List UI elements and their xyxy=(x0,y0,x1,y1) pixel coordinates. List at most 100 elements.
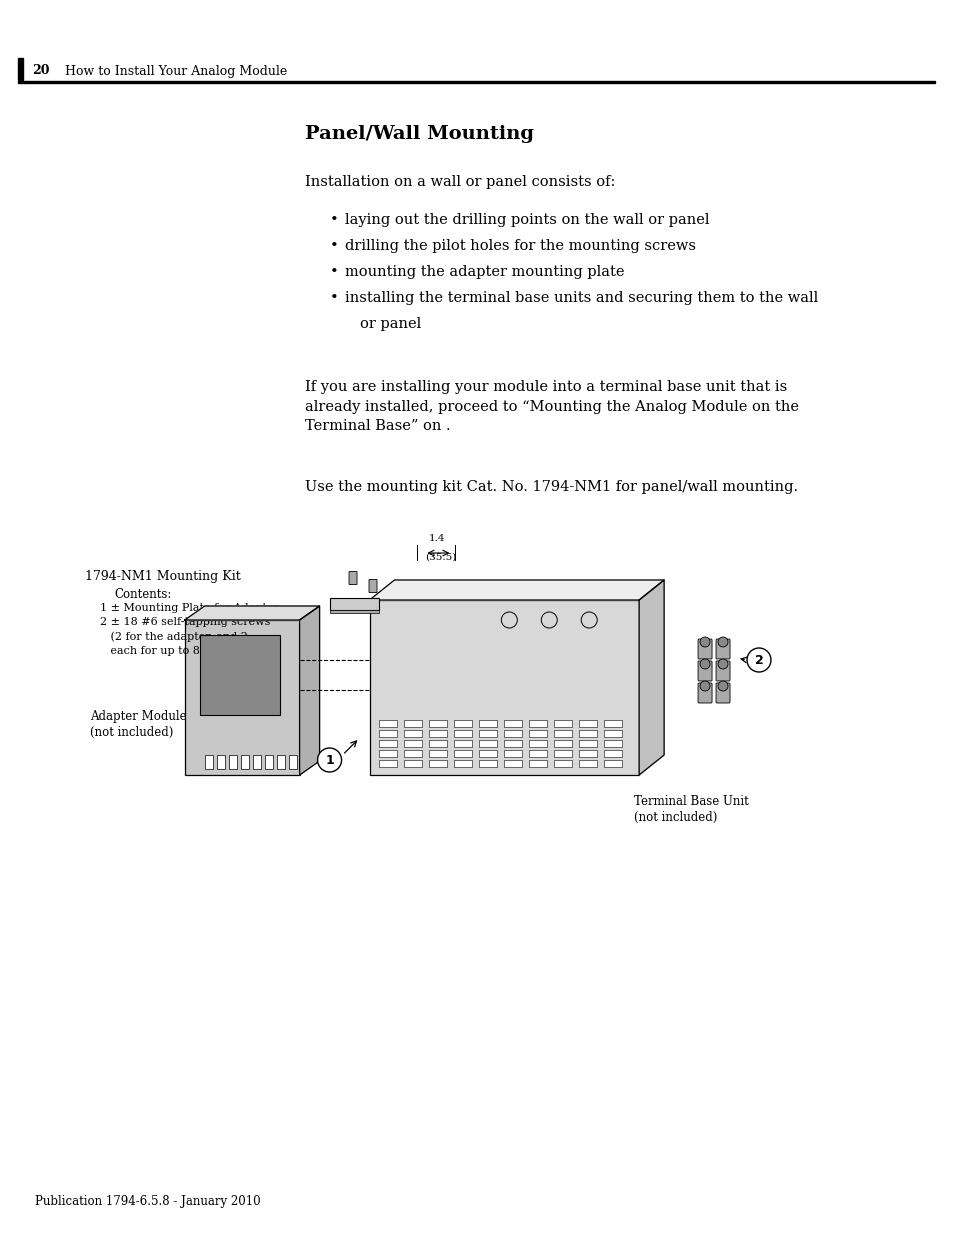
FancyBboxPatch shape xyxy=(578,750,597,757)
Text: •: • xyxy=(329,212,338,227)
FancyBboxPatch shape xyxy=(379,740,397,747)
Text: Panel/Wall Mounting: Panel/Wall Mounting xyxy=(304,125,533,143)
Text: 20: 20 xyxy=(31,64,50,78)
FancyBboxPatch shape xyxy=(603,720,621,727)
FancyBboxPatch shape xyxy=(554,720,572,727)
FancyBboxPatch shape xyxy=(429,740,447,747)
FancyBboxPatch shape xyxy=(264,755,273,769)
FancyBboxPatch shape xyxy=(276,755,284,769)
FancyBboxPatch shape xyxy=(478,750,497,757)
FancyBboxPatch shape xyxy=(229,755,236,769)
Bar xyxy=(18,82,934,83)
Circle shape xyxy=(718,680,727,692)
FancyBboxPatch shape xyxy=(205,755,213,769)
FancyBboxPatch shape xyxy=(578,720,597,727)
FancyBboxPatch shape xyxy=(554,760,572,767)
FancyBboxPatch shape xyxy=(504,740,521,747)
FancyBboxPatch shape xyxy=(379,720,397,727)
FancyBboxPatch shape xyxy=(478,760,497,767)
FancyBboxPatch shape xyxy=(478,730,497,737)
Text: 1: 1 xyxy=(325,753,334,767)
FancyBboxPatch shape xyxy=(529,740,547,747)
FancyBboxPatch shape xyxy=(454,730,472,737)
Text: 2: 2 xyxy=(754,653,762,667)
FancyBboxPatch shape xyxy=(529,750,547,757)
Text: •: • xyxy=(329,266,338,279)
Circle shape xyxy=(746,648,770,672)
FancyBboxPatch shape xyxy=(578,760,597,767)
FancyBboxPatch shape xyxy=(369,579,376,593)
FancyBboxPatch shape xyxy=(554,740,572,747)
Circle shape xyxy=(718,659,727,669)
Circle shape xyxy=(700,637,709,647)
Text: •: • xyxy=(329,240,338,253)
FancyBboxPatch shape xyxy=(578,730,597,737)
FancyBboxPatch shape xyxy=(379,750,397,757)
Polygon shape xyxy=(639,580,663,776)
Text: 1794-NM1 Mounting Kit: 1794-NM1 Mounting Kit xyxy=(85,571,240,583)
FancyBboxPatch shape xyxy=(554,730,572,737)
Text: 2 ± 18 #6 self-tapping screws: 2 ± 18 #6 self-tapping screws xyxy=(100,618,270,627)
FancyBboxPatch shape xyxy=(554,750,572,757)
FancyBboxPatch shape xyxy=(329,598,379,610)
FancyBboxPatch shape xyxy=(698,661,711,680)
Circle shape xyxy=(700,680,709,692)
FancyBboxPatch shape xyxy=(716,661,729,680)
Polygon shape xyxy=(185,606,319,620)
FancyBboxPatch shape xyxy=(603,730,621,737)
FancyBboxPatch shape xyxy=(404,730,422,737)
FancyBboxPatch shape xyxy=(716,638,729,659)
FancyBboxPatch shape xyxy=(454,750,472,757)
Text: Contents:: Contents: xyxy=(114,588,172,601)
FancyBboxPatch shape xyxy=(478,740,497,747)
Text: Publication 1794-6.5.8 - January 2010: Publication 1794-6.5.8 - January 2010 xyxy=(35,1195,260,1208)
FancyBboxPatch shape xyxy=(369,600,639,776)
FancyBboxPatch shape xyxy=(504,730,521,737)
FancyBboxPatch shape xyxy=(529,730,547,737)
Text: or panel: or panel xyxy=(359,317,420,331)
FancyBboxPatch shape xyxy=(404,750,422,757)
FancyBboxPatch shape xyxy=(504,750,521,757)
Text: Installation on a wall or panel consists of:: Installation on a wall or panel consists… xyxy=(304,175,615,189)
Text: each for up to 8 modules): each for up to 8 modules) xyxy=(100,645,254,656)
FancyBboxPatch shape xyxy=(429,720,447,727)
Text: If you are installing your module into a terminal base unit that is
already inst: If you are installing your module into a… xyxy=(304,380,798,433)
FancyBboxPatch shape xyxy=(429,750,447,757)
FancyBboxPatch shape xyxy=(529,760,547,767)
FancyBboxPatch shape xyxy=(603,750,621,757)
Text: How to Install Your Analog Module: How to Install Your Analog Module xyxy=(65,64,287,78)
FancyBboxPatch shape xyxy=(698,638,711,659)
Text: (35.5): (35.5) xyxy=(425,553,456,562)
FancyBboxPatch shape xyxy=(698,683,711,703)
Text: (2 for the adapter, and 2: (2 for the adapter, and 2 xyxy=(100,631,248,641)
FancyBboxPatch shape xyxy=(379,730,397,737)
FancyBboxPatch shape xyxy=(454,740,472,747)
FancyBboxPatch shape xyxy=(329,610,379,613)
FancyBboxPatch shape xyxy=(504,760,521,767)
FancyBboxPatch shape xyxy=(454,760,472,767)
FancyBboxPatch shape xyxy=(716,683,729,703)
Text: laying out the drilling points on the wall or panel: laying out the drilling points on the wa… xyxy=(344,212,708,227)
FancyBboxPatch shape xyxy=(379,760,397,767)
FancyBboxPatch shape xyxy=(429,730,447,737)
Circle shape xyxy=(718,637,727,647)
FancyBboxPatch shape xyxy=(349,572,356,584)
FancyBboxPatch shape xyxy=(404,740,422,747)
Text: Terminal Base Unit
(not included): Terminal Base Unit (not included) xyxy=(634,795,748,824)
FancyBboxPatch shape xyxy=(429,760,447,767)
FancyBboxPatch shape xyxy=(603,760,621,767)
FancyBboxPatch shape xyxy=(289,755,296,769)
FancyBboxPatch shape xyxy=(185,620,299,776)
FancyBboxPatch shape xyxy=(603,740,621,747)
FancyBboxPatch shape xyxy=(504,720,521,727)
Text: drilling the pilot holes for the mounting screws: drilling the pilot holes for the mountin… xyxy=(344,240,695,253)
Bar xyxy=(18,58,23,80)
FancyBboxPatch shape xyxy=(253,755,260,769)
Circle shape xyxy=(317,748,341,772)
FancyBboxPatch shape xyxy=(216,755,225,769)
Circle shape xyxy=(700,659,709,669)
Text: Use the mounting kit Cat. No. 1794-NM1 for panel/wall mounting.: Use the mounting kit Cat. No. 1794-NM1 f… xyxy=(304,480,797,494)
Text: 1 ± Mounting Plate for Adapter: 1 ± Mounting Plate for Adapter xyxy=(100,603,278,613)
Text: •: • xyxy=(329,291,338,305)
Text: mounting the adapter mounting plate: mounting the adapter mounting plate xyxy=(344,266,623,279)
